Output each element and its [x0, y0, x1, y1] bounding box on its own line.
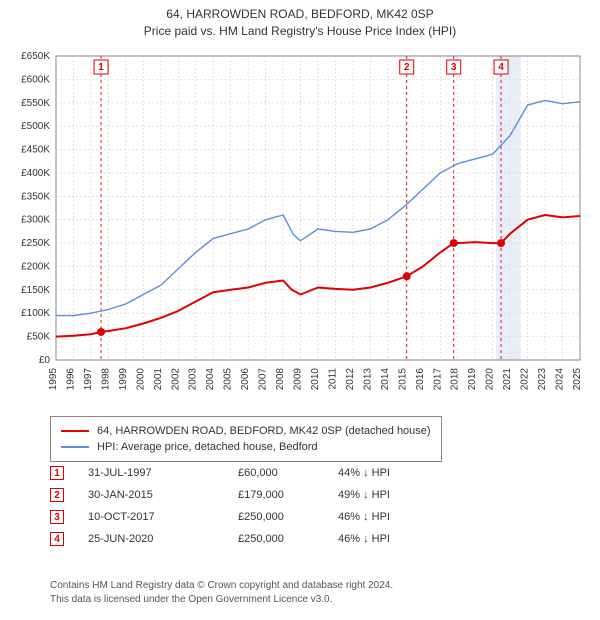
svg-text:£600K: £600K — [21, 74, 50, 85]
svg-text:£0: £0 — [39, 355, 51, 366]
legend-swatch — [61, 446, 89, 448]
svg-text:1996: 1996 — [65, 368, 76, 391]
svg-text:£150K: £150K — [21, 285, 50, 296]
svg-text:£350K: £350K — [21, 191, 50, 202]
svg-text:£550K: £550K — [21, 98, 50, 109]
legend-row: 64, HARROWDEN ROAD, BEDFORD, MK42 0SP (d… — [61, 423, 431, 439]
sales-row: 1 31-JUL-1997£60,00044% ↓ HPI — [50, 462, 458, 484]
svg-text:£650K: £650K — [21, 51, 50, 62]
footer-line-1: Contains HM Land Registry data © Crown c… — [50, 579, 393, 593]
svg-text:2023: 2023 — [537, 368, 548, 391]
svg-text:1999: 1999 — [118, 368, 129, 391]
sales-delta: 46% ↓ HPI — [338, 533, 458, 545]
svg-text:2020: 2020 — [485, 368, 496, 391]
title-line-1: 64, HARROWDEN ROAD, BEDFORD, MK42 0SP — [0, 6, 600, 23]
sales-marker: 4 — [50, 532, 64, 546]
svg-text:2007: 2007 — [258, 368, 269, 391]
svg-text:2012: 2012 — [345, 368, 356, 391]
svg-text:2021: 2021 — [502, 368, 513, 391]
svg-text:2022: 2022 — [520, 368, 531, 391]
svg-text:£250K: £250K — [21, 238, 50, 249]
title-line-2: Price paid vs. HM Land Registry's House … — [0, 23, 600, 40]
svg-text:1: 1 — [98, 62, 104, 73]
svg-text:£450K: £450K — [21, 145, 50, 156]
sales-marker: 1 — [50, 466, 64, 480]
svg-text:1995: 1995 — [48, 368, 59, 391]
svg-text:2: 2 — [404, 62, 410, 73]
svg-text:2015: 2015 — [397, 368, 408, 391]
svg-text:£50K: £50K — [27, 332, 51, 343]
svg-text:2014: 2014 — [380, 368, 391, 391]
svg-text:2010: 2010 — [310, 368, 321, 391]
svg-text:£200K: £200K — [21, 261, 50, 272]
sales-price: £179,000 — [238, 489, 338, 501]
svg-text:2024: 2024 — [555, 368, 566, 391]
sales-price: £250,000 — [238, 511, 338, 523]
svg-text:2000: 2000 — [135, 368, 146, 391]
sales-date: 10-OCT-2017 — [88, 511, 238, 523]
svg-text:1998: 1998 — [100, 368, 111, 391]
legend-swatch — [61, 430, 89, 432]
legend: 64, HARROWDEN ROAD, BEDFORD, MK42 0SP (d… — [50, 416, 442, 462]
sales-marker: 3 — [50, 510, 64, 524]
svg-text:2006: 2006 — [240, 368, 251, 391]
svg-text:2025: 2025 — [572, 368, 583, 391]
svg-text:2004: 2004 — [205, 368, 216, 391]
svg-text:2013: 2013 — [362, 368, 373, 391]
svg-text:2009: 2009 — [293, 368, 304, 391]
sales-table: 1 31-JUL-1997£60,00044% ↓ HPI 2 30-JAN-2015… — [50, 462, 458, 550]
sales-delta: 49% ↓ HPI — [338, 489, 458, 501]
sales-delta: 46% ↓ HPI — [338, 511, 458, 523]
sales-row: 4 25-JUN-2020£250,00046% ↓ HPI — [50, 528, 458, 550]
sales-date: 25-JUN-2020 — [88, 533, 238, 545]
legend-label: 64, HARROWDEN ROAD, BEDFORD, MK42 0SP (d… — [97, 425, 431, 437]
legend-label: HPI: Average price, detached house, Bedf… — [97, 441, 318, 453]
svg-text:£100K: £100K — [21, 308, 50, 319]
svg-text:2017: 2017 — [432, 368, 443, 391]
svg-text:2005: 2005 — [223, 368, 234, 391]
sales-price: £250,000 — [238, 533, 338, 545]
footer: Contains HM Land Registry data © Crown c… — [50, 579, 393, 606]
chart-title-block: 64, HARROWDEN ROAD, BEDFORD, MK42 0SP Pr… — [0, 0, 600, 40]
svg-text:2003: 2003 — [188, 368, 199, 391]
svg-text:4: 4 — [498, 62, 504, 73]
svg-text:2019: 2019 — [467, 368, 478, 391]
footer-line-2: This data is licensed under the Open Gov… — [50, 593, 393, 607]
svg-text:£500K: £500K — [21, 121, 50, 132]
svg-text:2001: 2001 — [153, 368, 164, 391]
svg-text:£300K: £300K — [21, 215, 50, 226]
sales-price: £60,000 — [238, 467, 338, 479]
sales-date: 31-JUL-1997 — [88, 467, 238, 479]
svg-text:1997: 1997 — [83, 368, 94, 391]
svg-text:2011: 2011 — [327, 368, 338, 390]
svg-text:3: 3 — [451, 62, 457, 73]
sales-row: 2 30-JAN-2015£179,00049% ↓ HPI — [50, 484, 458, 506]
svg-text:2016: 2016 — [415, 368, 426, 391]
svg-text:2002: 2002 — [170, 368, 181, 391]
chart-area: £0 £50K £100K £150K £200K £250K £300K £350K £400… — [12, 48, 588, 408]
svg-text:2018: 2018 — [450, 368, 461, 391]
sales-row: 3 10-OCT-2017£250,00046% ↓ HPI — [50, 506, 458, 528]
sales-date: 30-JAN-2015 — [88, 489, 238, 501]
svg-text:£400K: £400K — [21, 168, 50, 179]
sales-delta: 44% ↓ HPI — [338, 467, 458, 479]
svg-text:2008: 2008 — [275, 368, 286, 391]
legend-row: HPI: Average price, detached house, Bedf… — [61, 439, 431, 455]
sales-marker: 2 — [50, 488, 64, 502]
price-chart-svg: £0 £50K £100K £150K £200K £250K £300K £350K £400… — [12, 48, 588, 408]
